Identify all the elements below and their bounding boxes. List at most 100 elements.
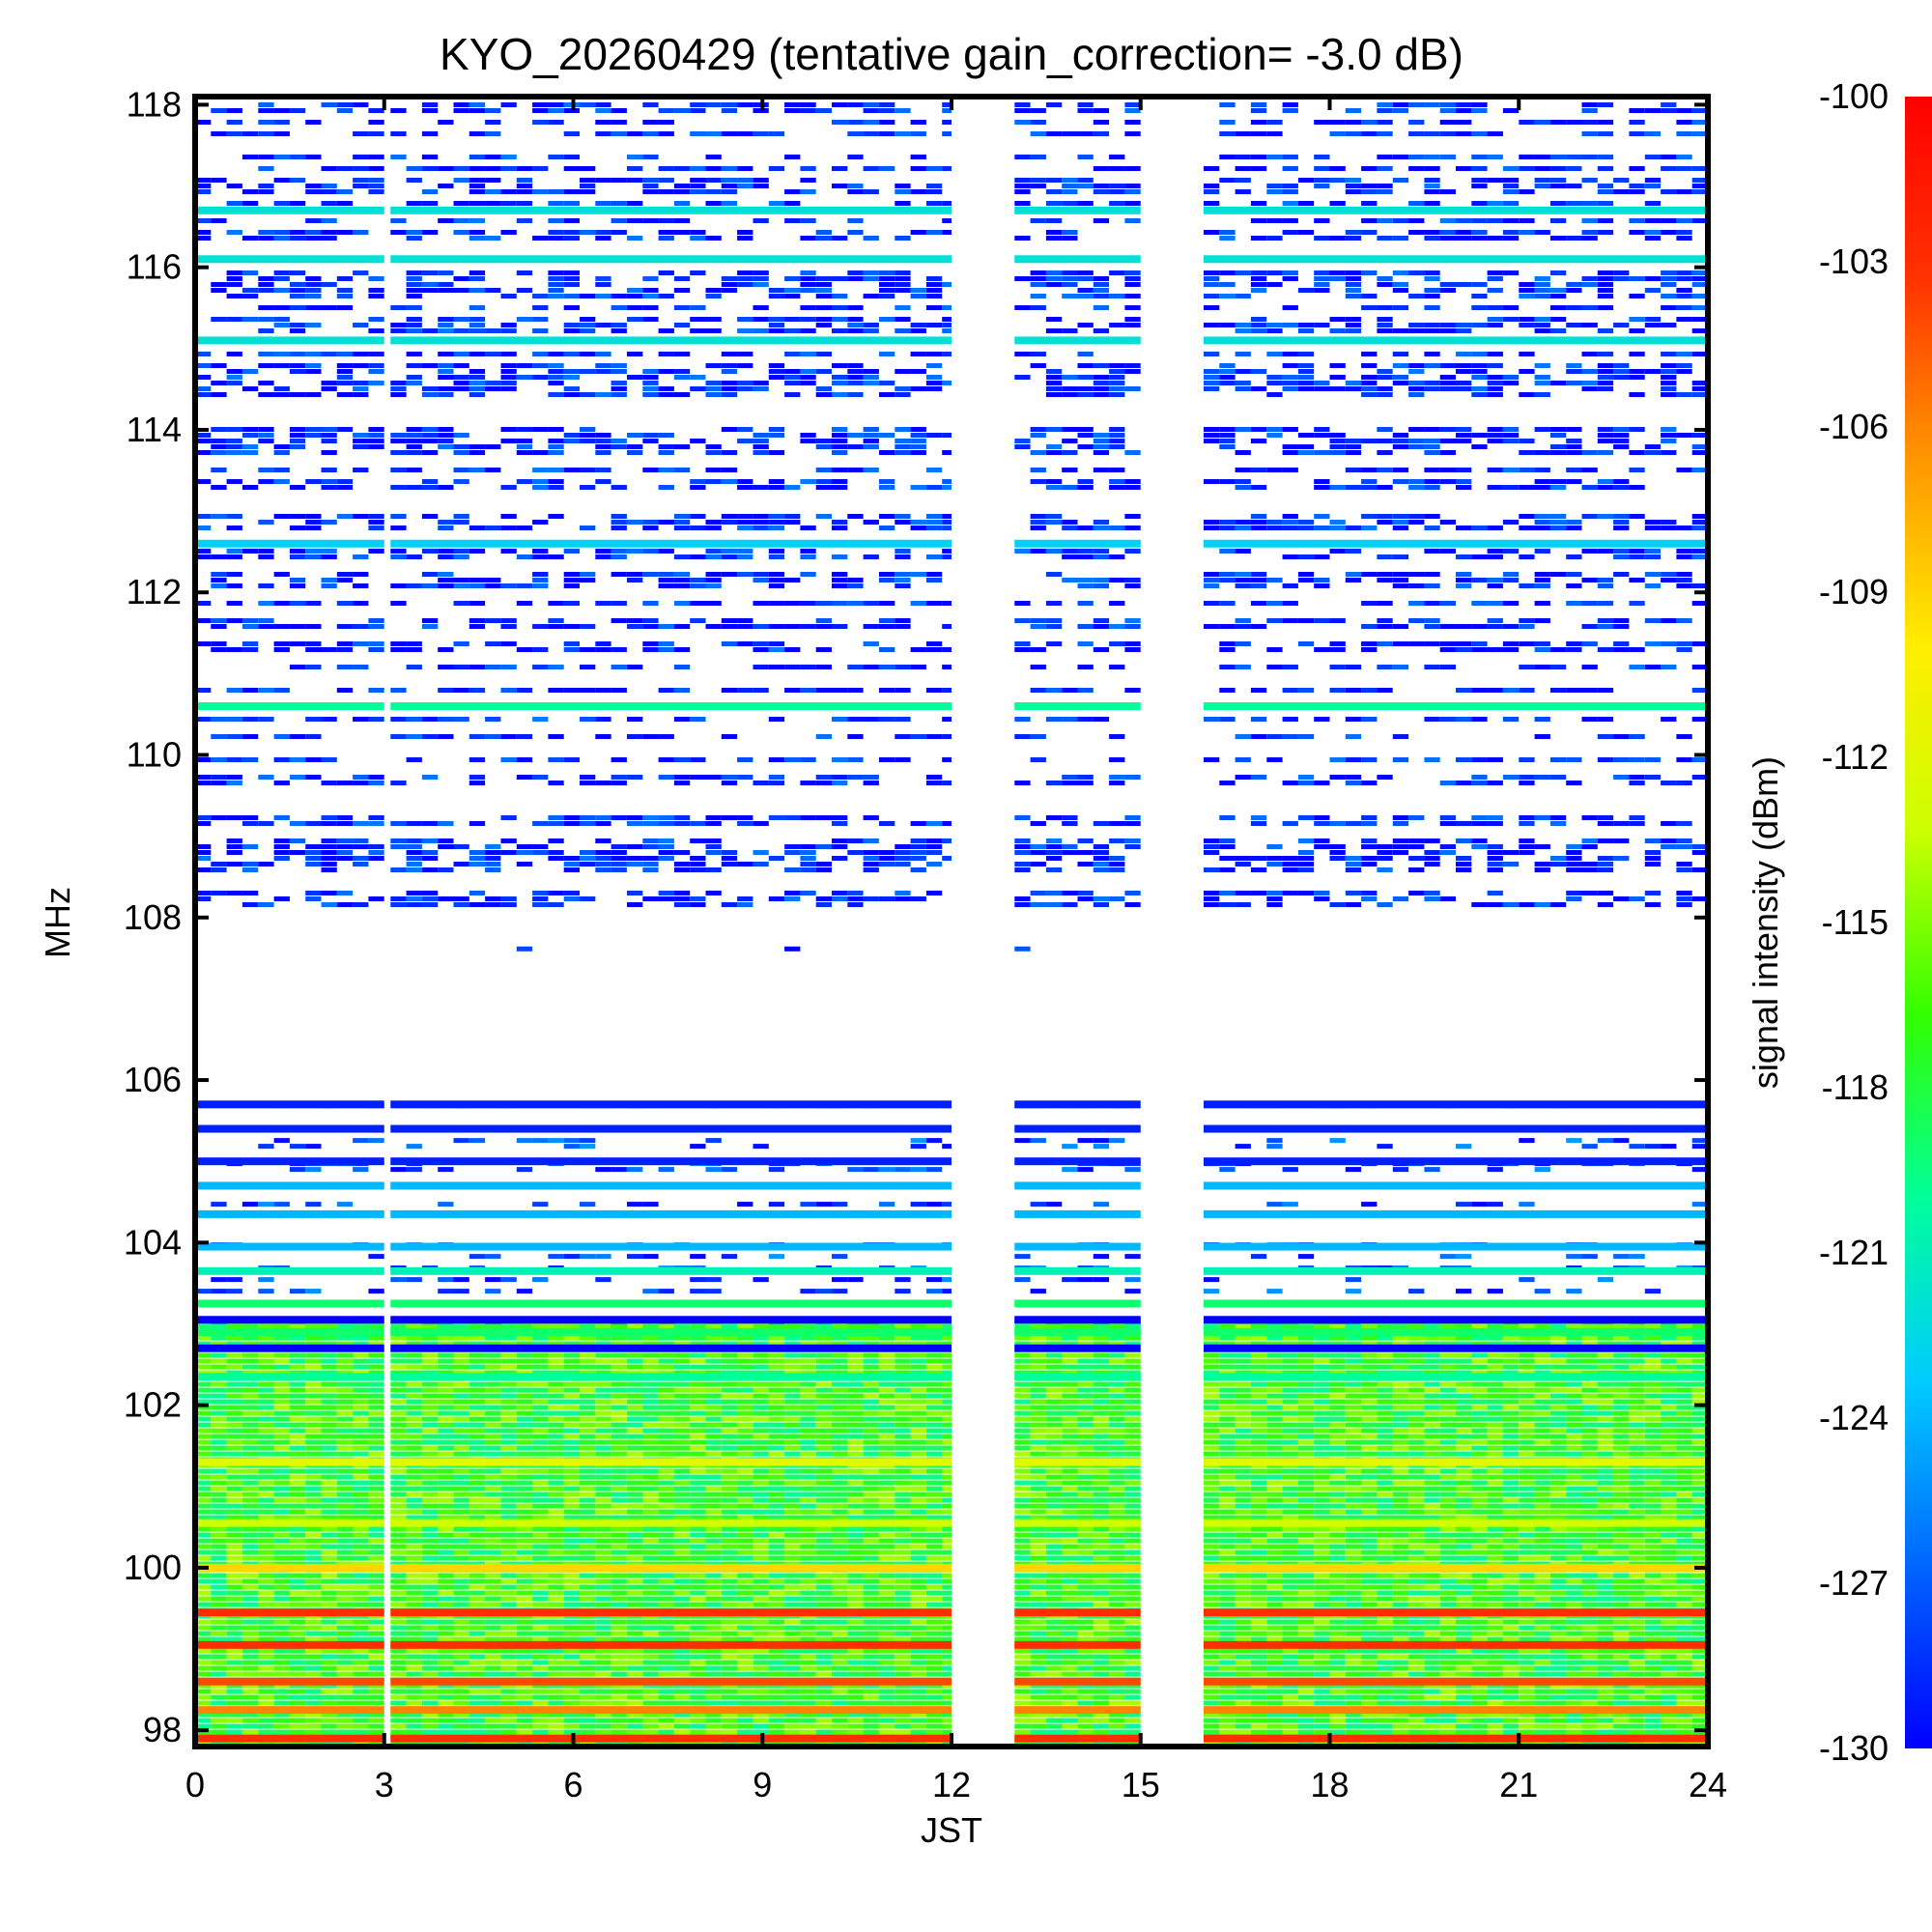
signal-line bbox=[1014, 539, 1141, 548]
signal-line bbox=[1014, 1734, 1141, 1743]
signal-line bbox=[1204, 1706, 1708, 1715]
signal-line bbox=[390, 1181, 952, 1190]
x-axis: 0 3 6 9 12 15 18 21 24 bbox=[185, 97, 1727, 1804]
signal-line bbox=[390, 1563, 952, 1572]
signal-line bbox=[1204, 1458, 1708, 1466]
signal-line bbox=[1204, 255, 1708, 264]
signal-line bbox=[195, 206, 384, 214]
signal-line bbox=[195, 1563, 384, 1572]
band-0 bbox=[195, 102, 1708, 907]
colorbar-tick-label: -124 bbox=[1819, 1398, 1889, 1437]
plot-area bbox=[195, 102, 1708, 1747]
y-tick-label: 102 bbox=[124, 1385, 182, 1425]
signal-line bbox=[1014, 1299, 1141, 1308]
colorbar-tick-label: -127 bbox=[1819, 1563, 1889, 1603]
x-tick-label: 9 bbox=[753, 1765, 772, 1804]
y-tick-label: 98 bbox=[143, 1710, 182, 1749]
x-tick-label: 18 bbox=[1310, 1765, 1349, 1804]
signal-line bbox=[1014, 1242, 1141, 1251]
signal-line bbox=[390, 336, 952, 345]
signal-line bbox=[390, 1100, 952, 1109]
x-tick-label: 0 bbox=[185, 1765, 205, 1804]
colorbar bbox=[1905, 97, 1932, 1748]
signal-line bbox=[1204, 1327, 1708, 1336]
signal-line bbox=[1014, 1124, 1141, 1133]
x-tick-label: 21 bbox=[1499, 1765, 1538, 1804]
signal-line bbox=[195, 1677, 384, 1686]
signal-line bbox=[1014, 336, 1141, 345]
colorbar-tick-label: -112 bbox=[1822, 737, 1889, 777]
signal-line bbox=[1204, 1373, 1708, 1381]
signal-line bbox=[195, 1706, 384, 1715]
signal-line bbox=[195, 1458, 384, 1466]
signal-line bbox=[1204, 1608, 1708, 1617]
signal-line bbox=[1014, 255, 1141, 264]
x-tick-label: 24 bbox=[1689, 1765, 1727, 1804]
signal-line bbox=[195, 1181, 384, 1190]
signal-line bbox=[195, 1124, 384, 1133]
signal-line bbox=[1014, 1706, 1141, 1715]
signal-line bbox=[390, 1327, 952, 1336]
signal-line bbox=[390, 1373, 952, 1381]
signal-line bbox=[390, 1608, 952, 1617]
signal-line bbox=[390, 1640, 952, 1649]
y-tick-label: 114 bbox=[127, 410, 182, 449]
band-1 bbox=[516, 946, 1031, 952]
signal-line bbox=[195, 1327, 384, 1336]
colorbar-tick-label: -109 bbox=[1819, 572, 1889, 611]
colorbar-tick-label: -106 bbox=[1819, 407, 1889, 446]
signal-line bbox=[1204, 1316, 1708, 1324]
signal-line bbox=[1014, 1209, 1141, 1218]
signal-line bbox=[195, 1157, 384, 1166]
x-tick-label: 15 bbox=[1122, 1765, 1160, 1804]
signal-line bbox=[390, 1677, 952, 1686]
colorbar-tick-label: -103 bbox=[1819, 242, 1889, 281]
signal-line bbox=[1204, 1519, 1708, 1527]
x-tick-label: 3 bbox=[375, 1765, 394, 1804]
signal-line bbox=[1014, 1563, 1141, 1572]
x-tick-label: 12 bbox=[932, 1765, 971, 1804]
signal-line bbox=[390, 702, 952, 711]
signal-line bbox=[1204, 1242, 1708, 1251]
signal-line bbox=[390, 1344, 952, 1352]
colorbar-tick-label: -115 bbox=[1822, 902, 1889, 942]
colorbar-tick-label: -100 bbox=[1819, 76, 1889, 116]
signal-line bbox=[1204, 1124, 1708, 1133]
signal-line bbox=[390, 1299, 952, 1308]
signal-line bbox=[195, 702, 384, 711]
signal-line bbox=[1204, 1299, 1708, 1308]
signal-line bbox=[1014, 1266, 1141, 1275]
signal-line bbox=[1014, 1458, 1141, 1466]
colorbar-label: signal intensity (dBm) bbox=[1746, 756, 1785, 1089]
signal-line bbox=[390, 1124, 952, 1133]
y-axis: 98 100 102 104 106 108 110 112 114 116 118 bbox=[124, 84, 1708, 1749]
signal-line bbox=[1204, 1157, 1708, 1166]
signal-line bbox=[1014, 206, 1141, 214]
colorbar-tick-label: -130 bbox=[1819, 1728, 1889, 1768]
signal-line bbox=[195, 1100, 384, 1109]
signal-line bbox=[1204, 1563, 1708, 1572]
signal-line bbox=[390, 1242, 952, 1251]
signal-line bbox=[1204, 1734, 1708, 1743]
signal-line bbox=[195, 1209, 384, 1218]
signal-line bbox=[195, 1373, 384, 1381]
signal-line bbox=[1014, 1157, 1141, 1166]
y-tick-label: 112 bbox=[127, 572, 182, 611]
signal-line bbox=[1204, 336, 1708, 345]
signal-line bbox=[195, 336, 384, 345]
signal-line bbox=[1014, 1181, 1141, 1190]
y-tick-label: 104 bbox=[124, 1222, 182, 1262]
signal-line bbox=[390, 539, 952, 548]
signal-line bbox=[1014, 1327, 1141, 1336]
y-tick-label: 100 bbox=[124, 1548, 182, 1587]
signal-line bbox=[1204, 206, 1708, 214]
signal-line bbox=[195, 1266, 384, 1275]
signal-line bbox=[195, 1344, 384, 1352]
signal-line bbox=[1204, 702, 1708, 711]
signal-line bbox=[1204, 1677, 1708, 1686]
signal-line bbox=[195, 255, 384, 264]
y-tick-label: 106 bbox=[124, 1060, 182, 1099]
signal-line bbox=[390, 1209, 952, 1218]
colorbar-ticks: -100 -103 -106 -109 -112 -115 -118 -121 -124 -127… bbox=[1819, 76, 1889, 1768]
